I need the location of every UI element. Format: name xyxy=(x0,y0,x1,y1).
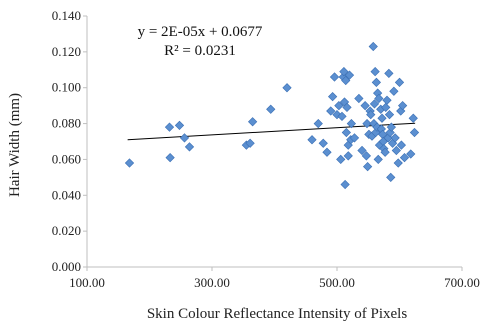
x-tick-label: 500.00 xyxy=(319,275,355,290)
data-point xyxy=(342,102,352,113)
trend-equation-label: y = 2E-05x + 0.0677 xyxy=(138,24,263,40)
y-tick-label: 0.040 xyxy=(52,187,81,202)
data-point xyxy=(386,172,396,182)
y-tick-label: 0.000 xyxy=(52,259,81,274)
data-point xyxy=(165,153,175,163)
y-tick-label: 0.020 xyxy=(52,223,81,238)
x-tick-labels: 100.00 300.00 500.00 700.00 xyxy=(69,267,480,290)
data-point xyxy=(363,161,373,172)
data-point xyxy=(384,68,394,78)
data-points xyxy=(124,41,420,190)
data-point xyxy=(396,106,406,116)
data-point xyxy=(390,133,400,143)
data-point xyxy=(357,145,367,156)
data-point xyxy=(382,95,392,105)
data-point xyxy=(384,109,395,120)
y-tick-label: 0.060 xyxy=(52,151,81,166)
data-point xyxy=(245,138,255,148)
data-point xyxy=(334,101,344,111)
data-point xyxy=(381,102,391,113)
data-point xyxy=(328,92,338,102)
y-tick-label: 0.120 xyxy=(52,44,81,59)
data-point xyxy=(377,113,387,123)
data-point xyxy=(349,133,360,143)
data-point xyxy=(340,179,350,190)
data-point xyxy=(408,113,418,123)
data-point xyxy=(336,154,346,165)
data-point xyxy=(396,140,406,150)
data-point xyxy=(369,99,380,109)
data-point xyxy=(389,86,399,96)
x-tick-label: 300.00 xyxy=(194,275,230,290)
data-point xyxy=(354,93,364,104)
x-axis-title: Skin Colour Reflectance Intensity of Pix… xyxy=(147,306,408,322)
y-tick-label: 0.080 xyxy=(52,116,81,131)
y-axis-title: Hair Width (mm) xyxy=(7,93,23,197)
data-point xyxy=(337,111,347,122)
y-tick-label: 0.140 xyxy=(52,8,81,23)
data-point xyxy=(371,77,381,87)
data-point xyxy=(344,70,355,80)
data-point xyxy=(366,109,376,120)
data-point xyxy=(124,158,135,168)
data-point xyxy=(326,106,336,116)
data-point xyxy=(184,142,195,152)
data-point xyxy=(322,147,332,157)
data-point xyxy=(362,118,372,129)
data-point xyxy=(346,118,356,129)
data-point xyxy=(341,127,351,138)
data-point xyxy=(332,109,342,120)
data-point xyxy=(307,135,317,145)
y-tick-label: 0.100 xyxy=(52,80,81,95)
data-point xyxy=(266,104,276,114)
data-point xyxy=(341,75,351,86)
data-point xyxy=(164,122,175,132)
data-point xyxy=(339,66,349,77)
data-point xyxy=(380,147,390,157)
data-point xyxy=(409,127,420,138)
x-tick-label: 700.00 xyxy=(444,275,480,290)
data-point xyxy=(313,118,323,129)
data-point xyxy=(394,77,405,87)
data-point xyxy=(370,66,380,77)
data-point xyxy=(398,101,408,111)
axes xyxy=(86,16,462,268)
data-point xyxy=(393,158,403,168)
data-point xyxy=(329,72,340,82)
data-point xyxy=(399,153,410,163)
data-point xyxy=(406,149,416,159)
data-point xyxy=(248,117,258,127)
x-tick-label: 100.00 xyxy=(69,275,105,290)
data-point xyxy=(282,83,292,93)
data-point xyxy=(373,154,383,165)
data-point xyxy=(368,41,378,52)
trend-r2-label: R² = 0.0231 xyxy=(164,43,236,59)
data-point xyxy=(360,101,370,111)
data-point xyxy=(179,133,190,143)
data-point xyxy=(386,122,396,132)
data-point xyxy=(318,138,328,148)
data-point xyxy=(391,145,401,156)
data-point xyxy=(374,93,384,104)
data-point xyxy=(174,120,185,130)
data-point xyxy=(361,151,371,161)
y-tick-labels: 0.000 0.020 0.040 0.060 0.080 0.100 0.120 0.140 xyxy=(52,8,87,274)
data-point xyxy=(343,151,353,161)
